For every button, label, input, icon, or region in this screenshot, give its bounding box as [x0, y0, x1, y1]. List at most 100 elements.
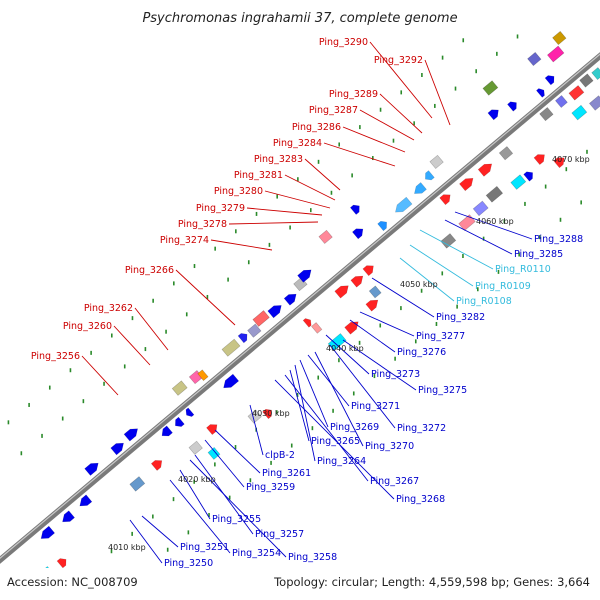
gene-box	[327, 333, 347, 352]
gene-box	[247, 323, 262, 338]
gene-label: Ping_3281	[234, 170, 283, 181]
gene-label: Ping_3250	[164, 558, 213, 569]
gene-label: Ping_3276	[397, 347, 446, 358]
gene-feature	[507, 101, 517, 112]
gene-box	[171, 380, 188, 396]
gene-label: Ping_R0110	[495, 264, 551, 275]
gene-arrow	[365, 299, 379, 312]
gene-arrow	[477, 163, 493, 177]
gene-feature	[588, 95, 600, 111]
gene-box	[579, 73, 594, 88]
gene-feature	[123, 428, 138, 442]
leader-line	[81, 355, 119, 396]
gene-box	[440, 233, 457, 249]
leader-line	[189, 459, 287, 558]
gene-feature	[79, 494, 93, 507]
gene-box	[485, 185, 504, 203]
gene-feature	[440, 233, 457, 249]
gene-feature	[571, 104, 588, 121]
leader-line	[249, 404, 264, 456]
gene-feature	[414, 182, 427, 194]
gene-label: Ping_3264	[317, 456, 366, 467]
gene-box	[252, 310, 270, 327]
gene-label: Ping_3284	[273, 138, 322, 149]
gene-labels: Ping_3290 Ping_3292 Ping_3289 Ping_3287 Ping…	[31, 37, 583, 569]
leader-line	[113, 325, 151, 366]
leader-line	[424, 59, 451, 126]
gene-features	[37, 30, 600, 582]
gene-feature	[283, 293, 297, 306]
gene-box	[429, 154, 444, 169]
leader-line	[359, 109, 415, 141]
gene-label: Ping_3282	[436, 312, 485, 323]
gene-label: Ping_3256	[31, 351, 80, 362]
gene-arrow	[110, 442, 124, 456]
gene-arrow	[533, 154, 545, 166]
gene-feature	[539, 107, 554, 122]
gene-feature	[365, 299, 379, 312]
gene-label: Ping_3260	[63, 321, 112, 332]
gene-feature	[185, 407, 195, 417]
gene-feature	[197, 369, 209, 381]
gene-feature	[221, 338, 241, 357]
gene-arrow	[302, 318, 312, 328]
gene-feature	[129, 476, 146, 492]
gene-feature	[318, 229, 333, 244]
gene-feature	[485, 185, 504, 203]
leader-line	[409, 244, 474, 287]
gene-feature	[311, 322, 323, 334]
gene-feature	[40, 525, 56, 539]
gene-label: Ping_3283	[254, 154, 303, 165]
leader-line	[399, 257, 455, 302]
gene-arrow	[297, 269, 312, 283]
gene-feature	[459, 178, 474, 192]
gene-feature	[247, 323, 262, 338]
leader-line	[323, 142, 396, 167]
gene-arrow	[267, 305, 282, 319]
tick-marks	[7, 34, 588, 554]
leader-line	[246, 207, 323, 216]
gene-label: Ping_3290	[319, 37, 368, 48]
gene-arrow	[414, 182, 427, 194]
gene-arrow	[425, 170, 435, 181]
gene-label: Ping_R0109	[475, 281, 531, 292]
leader-line	[444, 219, 513, 255]
gene-arrow	[362, 265, 374, 277]
leader-line	[314, 351, 364, 447]
gene-arrow	[536, 88, 545, 98]
gene-feature	[472, 200, 489, 217]
gene-arrow	[507, 101, 517, 112]
gene-feature	[487, 109, 499, 121]
gene-feature	[175, 416, 185, 427]
gene-label: Ping_3285	[514, 249, 563, 260]
gene-feature	[429, 154, 444, 169]
gene-feature	[555, 95, 568, 108]
leader-line	[379, 93, 423, 134]
backbone-highlight	[0, 53, 600, 559]
gene-label: Ping_3258	[288, 552, 337, 563]
gene-label: Ping_3267	[370, 476, 419, 487]
gene-arrow	[84, 462, 99, 476]
leader-line	[284, 174, 336, 201]
gene-feature	[439, 194, 451, 206]
leader-line	[284, 374, 369, 482]
gene-feature	[568, 85, 585, 101]
gene-box	[368, 285, 382, 299]
leader-line	[325, 334, 370, 375]
gene-feature	[349, 204, 360, 215]
gene-label: clpB-2	[265, 450, 295, 461]
leader-line	[329, 344, 396, 429]
accession-text: Accession: NC_008709	[7, 575, 138, 589]
leader-line	[369, 41, 433, 119]
gene-arrow	[56, 558, 67, 569]
gene-label: Ping_3274	[160, 235, 209, 246]
gene-arrow	[334, 285, 349, 299]
gene-feature	[536, 88, 545, 98]
gene-arrow	[185, 407, 195, 417]
genome-backbone	[0, 52, 600, 564]
gene-arrow	[352, 228, 364, 240]
gene-feature	[368, 285, 382, 299]
gene-feature	[377, 220, 387, 232]
gene-label: Ping_3288	[534, 234, 583, 245]
